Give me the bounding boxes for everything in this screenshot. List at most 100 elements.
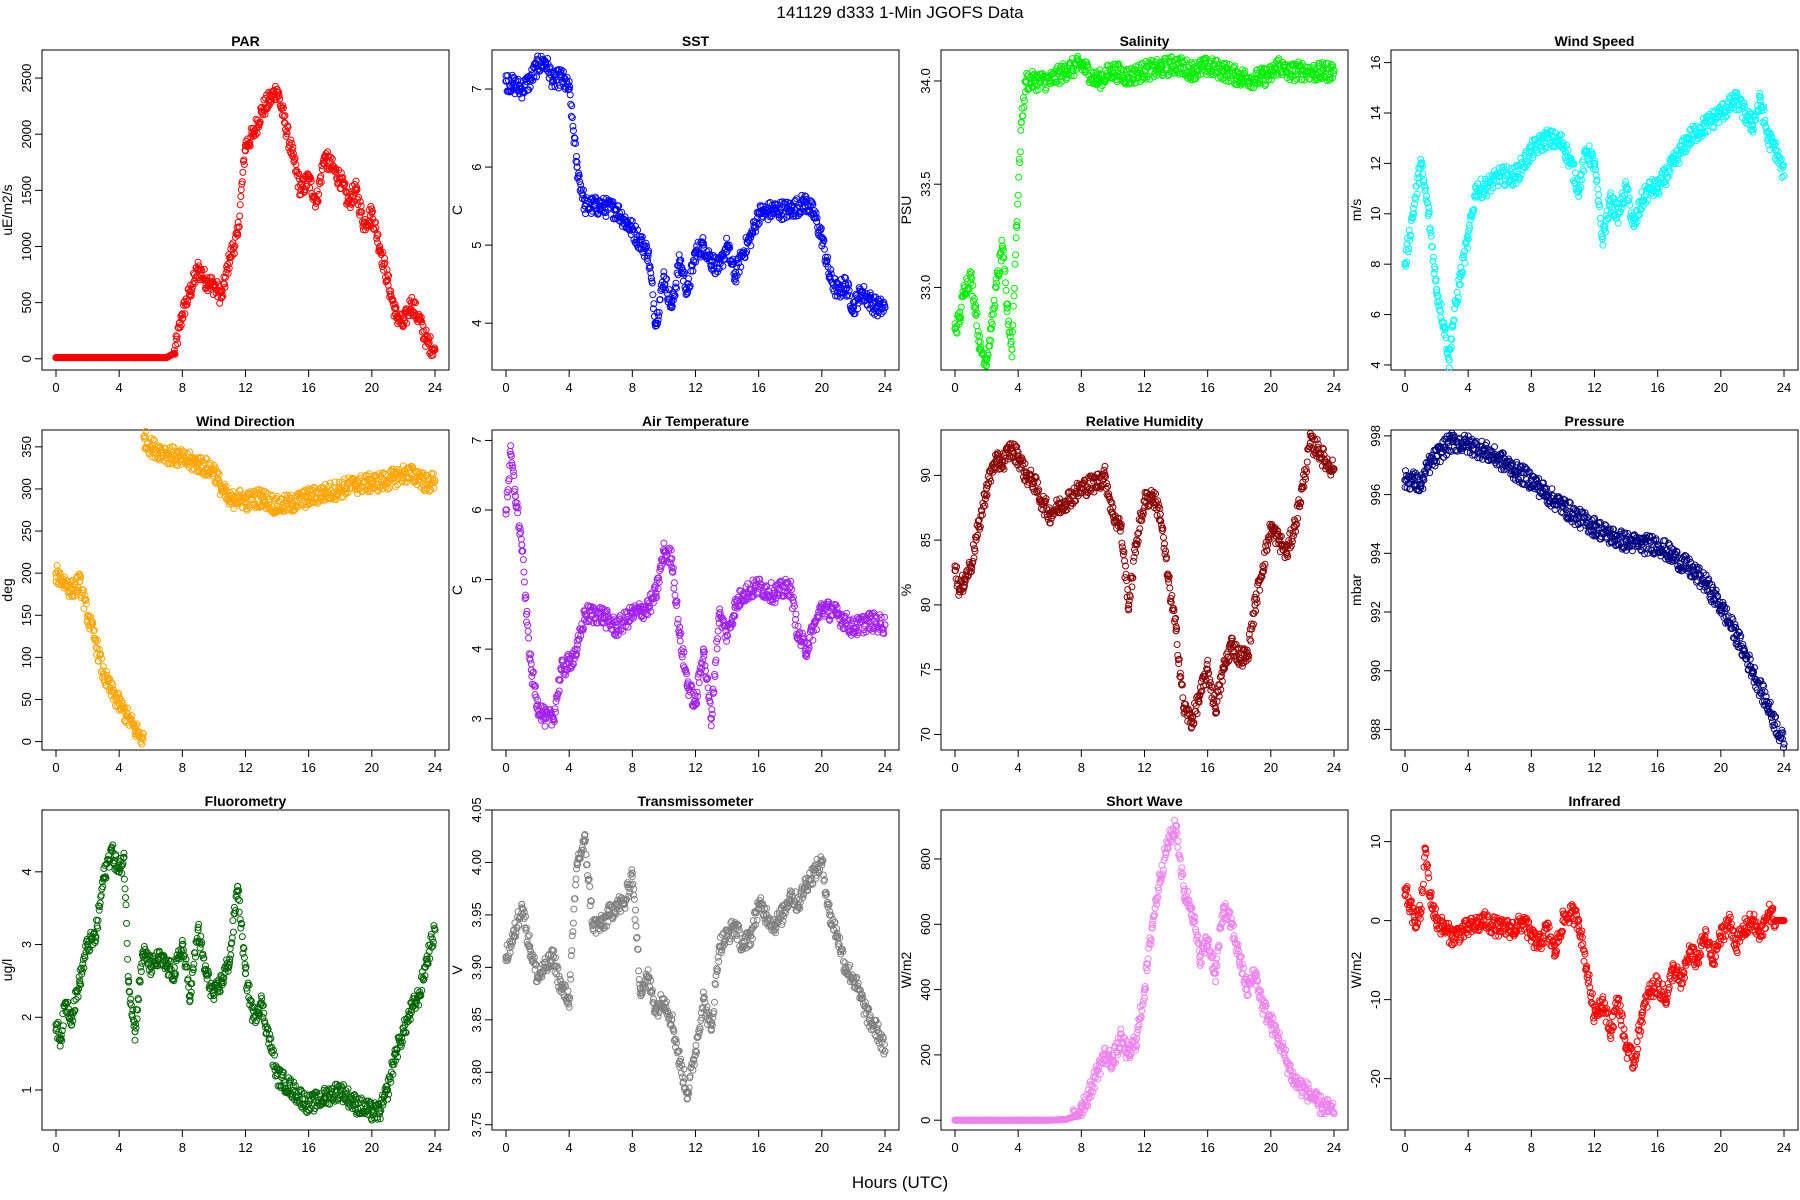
data-point [533, 73, 540, 81]
data-point [174, 340, 182, 348]
y-tick-label: 4 [1368, 361, 1383, 368]
x-tick-label: 0 [951, 760, 958, 775]
data-point [567, 112, 575, 120]
data-point [246, 142, 254, 150]
data-point [686, 282, 694, 290]
data-point [391, 310, 400, 318]
data-point [391, 300, 399, 308]
data-point [389, 296, 397, 304]
y-tick-label: 6 [469, 506, 484, 513]
data-point [530, 73, 538, 81]
data-point [638, 233, 646, 241]
panel-title: Wind Direction [196, 413, 295, 429]
panel-title: Wind Speed [1555, 33, 1635, 49]
y-tick-label: 70 [918, 727, 933, 741]
data-point [567, 100, 575, 108]
data-point [341, 179, 349, 187]
data-point [689, 267, 697, 275]
data-point [534, 52, 542, 60]
data-point [670, 292, 678, 300]
data-point [368, 205, 376, 213]
data-point [672, 283, 679, 291]
y-tick-label: 1500 [19, 176, 34, 205]
data-point [289, 153, 297, 161]
x-tick-label: 8 [1078, 760, 1085, 775]
x-tick-label: 20 [365, 380, 379, 395]
x-tick-label: 4 [116, 760, 123, 775]
y-tick-label: 5 [469, 576, 484, 583]
data-point [680, 269, 688, 277]
y-tick-label: 200 [19, 562, 34, 584]
data-point [655, 308, 663, 316]
data-point [576, 178, 584, 186]
y-tick-label: 150 [19, 604, 34, 626]
data-point [240, 156, 248, 164]
data-point [568, 102, 576, 110]
data-point [647, 274, 655, 282]
data-point [202, 276, 210, 284]
x-tick-label: 4 [116, 380, 123, 395]
data-point [295, 170, 303, 177]
data-point [147, 354, 155, 362]
x-tick-label: 20 [365, 760, 379, 775]
y-axis-label: C [449, 205, 465, 215]
data-point [324, 148, 332, 156]
x-tick-label: 24 [1777, 380, 1791, 395]
y-tick-label: 33.0 [918, 275, 933, 300]
y-tick-label: 300 [19, 478, 34, 500]
x-tick-label: 24 [878, 760, 892, 775]
y-tick-label: 500 [19, 292, 34, 314]
data-point [569, 122, 577, 130]
x-tick-label: 24 [1327, 760, 1341, 775]
data-point [115, 354, 123, 362]
y-tick-label: 6 [1368, 311, 1383, 318]
x-tick-label: 0 [52, 760, 59, 775]
x-tick-label: 20 [815, 380, 829, 395]
data-point [653, 309, 661, 316]
data-point [372, 218, 379, 226]
data-point [275, 92, 283, 100]
y-tick-label: 90 [918, 468, 933, 482]
y-tick-label: 8 [1368, 261, 1383, 268]
data-point [368, 209, 376, 217]
x-tick-label: 24 [428, 760, 442, 775]
data-point [650, 300, 658, 308]
series-sst [502, 52, 889, 330]
y-tick-label: 6 [469, 163, 484, 170]
x-tick-label: 20 [815, 760, 829, 775]
data-point [236, 201, 244, 209]
data-point [320, 153, 329, 161]
data-point [411, 298, 418, 306]
data-point [565, 78, 573, 85]
data-point [685, 275, 693, 283]
data-point [423, 338, 431, 346]
x-tick-label: 16 [301, 380, 315, 395]
y-axis-label: m/s [1348, 199, 1364, 222]
data-point [240, 161, 248, 168]
x-tick-label: 24 [1327, 380, 1341, 395]
y-axis-label: PSU [898, 196, 914, 225]
data-point [208, 274, 216, 282]
x-tick-label: 20 [1714, 380, 1728, 395]
data-point [273, 85, 281, 93]
x-tick-label: 12 [688, 760, 702, 775]
data-point [355, 193, 363, 201]
data-point [431, 346, 439, 354]
data-point [162, 354, 171, 362]
data-point [344, 198, 352, 206]
x-tick-label: 8 [629, 380, 636, 395]
data-point [173, 333, 181, 341]
data-point [237, 193, 245, 200]
x-tick-label: 8 [179, 760, 186, 775]
data-point [234, 231, 242, 239]
y-tick-label: 5 [469, 242, 484, 249]
data-point [373, 232, 381, 240]
data-point [52, 354, 60, 362]
data-point [569, 127, 577, 135]
data-point [336, 175, 344, 183]
data-point [224, 270, 232, 277]
x-tick-label: 12 [1137, 760, 1151, 775]
data-point [289, 150, 297, 157]
y-tick-label: 10 [1368, 207, 1383, 221]
